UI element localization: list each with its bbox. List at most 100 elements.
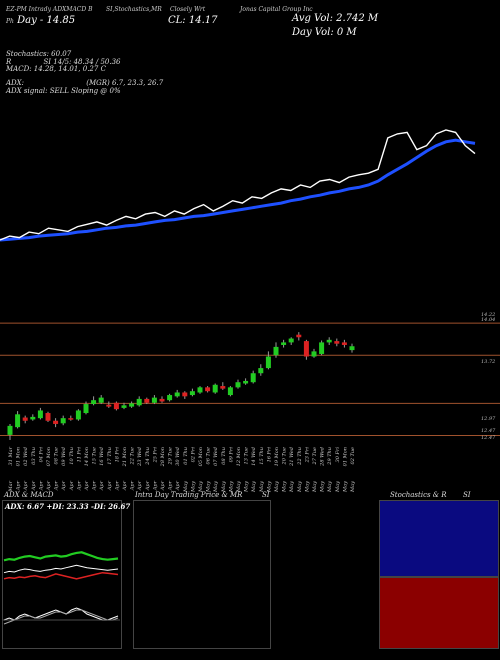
candle-body: [106, 404, 112, 407]
candle-body: [83, 404, 89, 414]
candle-body: [98, 397, 104, 403]
price-tick-label: 12.97: [481, 416, 496, 422]
x-axis-label: 29 Thu: [327, 447, 333, 466]
x-axis-month-label: Mar: [8, 480, 14, 492]
x-axis-month-label: May: [335, 481, 341, 493]
candle-body: [22, 417, 28, 421]
stoch-panel-title-suffix: SI: [463, 491, 471, 499]
x-axis-label: 23 Wed: [137, 447, 143, 467]
x-axis-month-label: May: [297, 481, 303, 493]
candle-body: [68, 418, 74, 420]
x-axis-month-label: Apr: [145, 480, 151, 491]
rsi-text: R SI 14/5: 48.34 / 50.36: [6, 59, 121, 66]
x-axis-label: 01 Thu: [183, 447, 189, 465]
header-avg-vol: Avg Vol: 2.742 M: [292, 13, 379, 24]
adx-panel-label: ADX: 6.67 +DI: 23.33 -DI: 26.67: [5, 502, 131, 511]
adx-plus-di-line: [3, 551, 119, 562]
candle-body: [296, 334, 302, 338]
adx-text: ADX: (MGR) 6.7, 23.3, 26.7: [6, 80, 163, 87]
price-tick-label: 13.72: [481, 359, 495, 365]
x-axis-month-label: Apr: [107, 480, 113, 491]
candle-body: [30, 416, 36, 420]
x-axis-month-label: Apr: [92, 480, 98, 491]
x-axis-label: 06 Tue: [206, 447, 212, 465]
adx-signal-text: ADX signal: SELL Sloping @ 0%: [6, 87, 121, 95]
x-axis-month-label: Apr: [160, 480, 166, 491]
adx-macd-panel: [2, 500, 122, 649]
intraday-panel-title: Intra Day Trading Price & MR: [135, 491, 243, 499]
candle-body: [37, 410, 43, 419]
x-axis-label: 21 Mon: [122, 447, 128, 467]
x-axis-month-label: Apr: [23, 480, 29, 491]
candle-body: [205, 387, 211, 392]
x-axis-month-label: Apr: [168, 480, 174, 491]
x-axis-label: 02 Fri: [190, 447, 196, 463]
x-axis-month-label: Apr: [152, 480, 158, 491]
candle-body: [113, 402, 119, 410]
x-axis-label: 15 Tue: [92, 447, 98, 465]
candle-body: [273, 346, 279, 356]
x-axis-month-label: Apr: [76, 480, 82, 491]
header-left-big: Ph Day - 14.85: [6, 16, 75, 26]
x-axis-label: 29 Tue: [168, 447, 174, 466]
candle-body: [303, 341, 309, 357]
x-axis-label: 18 Fri: [114, 447, 120, 463]
macd-signal-line: [3, 609, 119, 625]
candle-body: [281, 342, 287, 345]
candle-body: [91, 400, 97, 405]
adx-line: [3, 564, 119, 574]
candle-body: [151, 397, 157, 403]
x-axis-month-label: May: [304, 481, 310, 493]
x-axis-label: 02 Tue: [350, 447, 356, 465]
x-axis-label: 05 Mon: [198, 447, 204, 466]
adx-panel-title: ADX & MACD: [4, 491, 54, 499]
x-axis-month-label: Apr: [114, 480, 120, 491]
x-axis-month-label: May: [342, 481, 348, 493]
x-axis-label: 03 Thu: [31, 447, 37, 465]
price-tick-label: 12.47: [481, 435, 496, 441]
header-mid-small2: Closely Wrt: [170, 6, 206, 13]
candle-body: [189, 391, 195, 396]
price-tick-label: 12.47: [481, 428, 496, 434]
x-axis-month-label: May: [312, 481, 318, 493]
x-axis-month-label: May: [228, 481, 234, 493]
x-axis-month-label: May: [251, 481, 257, 493]
candle-body: [341, 342, 347, 345]
x-axis-month-label: May: [282, 481, 288, 493]
adx-values: (MGR) 6.7, 23.3, 26.7: [86, 79, 164, 87]
x-axis-month-label: May: [274, 481, 280, 493]
x-axis-month-label: May: [198, 481, 204, 493]
x-axis-label: 31 Mar: [8, 446, 14, 465]
x-axis-month-label: May: [327, 481, 333, 493]
candle-body: [220, 386, 226, 389]
x-axis-month-label: May: [206, 481, 212, 493]
intraday-panel-title-suffix: SI: [262, 491, 270, 499]
x-axis-label: 14 Mon: [84, 447, 90, 466]
rsi-values: SI 14/5: 48.34 / 50.36: [43, 58, 121, 66]
x-axis-month-label: May: [289, 481, 295, 493]
candle-body: [129, 403, 135, 407]
x-axis-month-label: Apr: [16, 480, 22, 491]
header-day-range: Day - 14.85: [17, 15, 76, 26]
rsi-prefix: R: [6, 58, 12, 66]
candle-body: [167, 395, 173, 401]
x-axis-month-label: May: [236, 481, 242, 493]
intraday-panel: [133, 500, 271, 649]
x-axis-month-label: Apr: [99, 480, 105, 491]
candle-body: [265, 356, 271, 369]
x-axis-month-label: Apr: [46, 480, 52, 491]
x-axis-label: 11 Fri: [76, 447, 82, 463]
macd-text: MACD: 14.28, 14.01, 0.27 C: [6, 65, 106, 73]
candle-body: [53, 420, 59, 424]
x-axis-month-label: May: [259, 481, 265, 493]
stochastics-panel: [379, 500, 499, 577]
candle-body: [258, 368, 264, 374]
candle-body: [243, 380, 249, 384]
candle-body: [212, 384, 218, 393]
x-axis-label: 23 Fri: [304, 447, 310, 464]
x-axis-month-label: May: [190, 481, 196, 493]
x-axis-label: 07 Wed: [213, 447, 219, 466]
x-axis-label: 04 Fri: [38, 447, 44, 463]
adx-label: ADX:: [6, 79, 25, 87]
x-axis-label: 02 Wed: [23, 447, 29, 466]
